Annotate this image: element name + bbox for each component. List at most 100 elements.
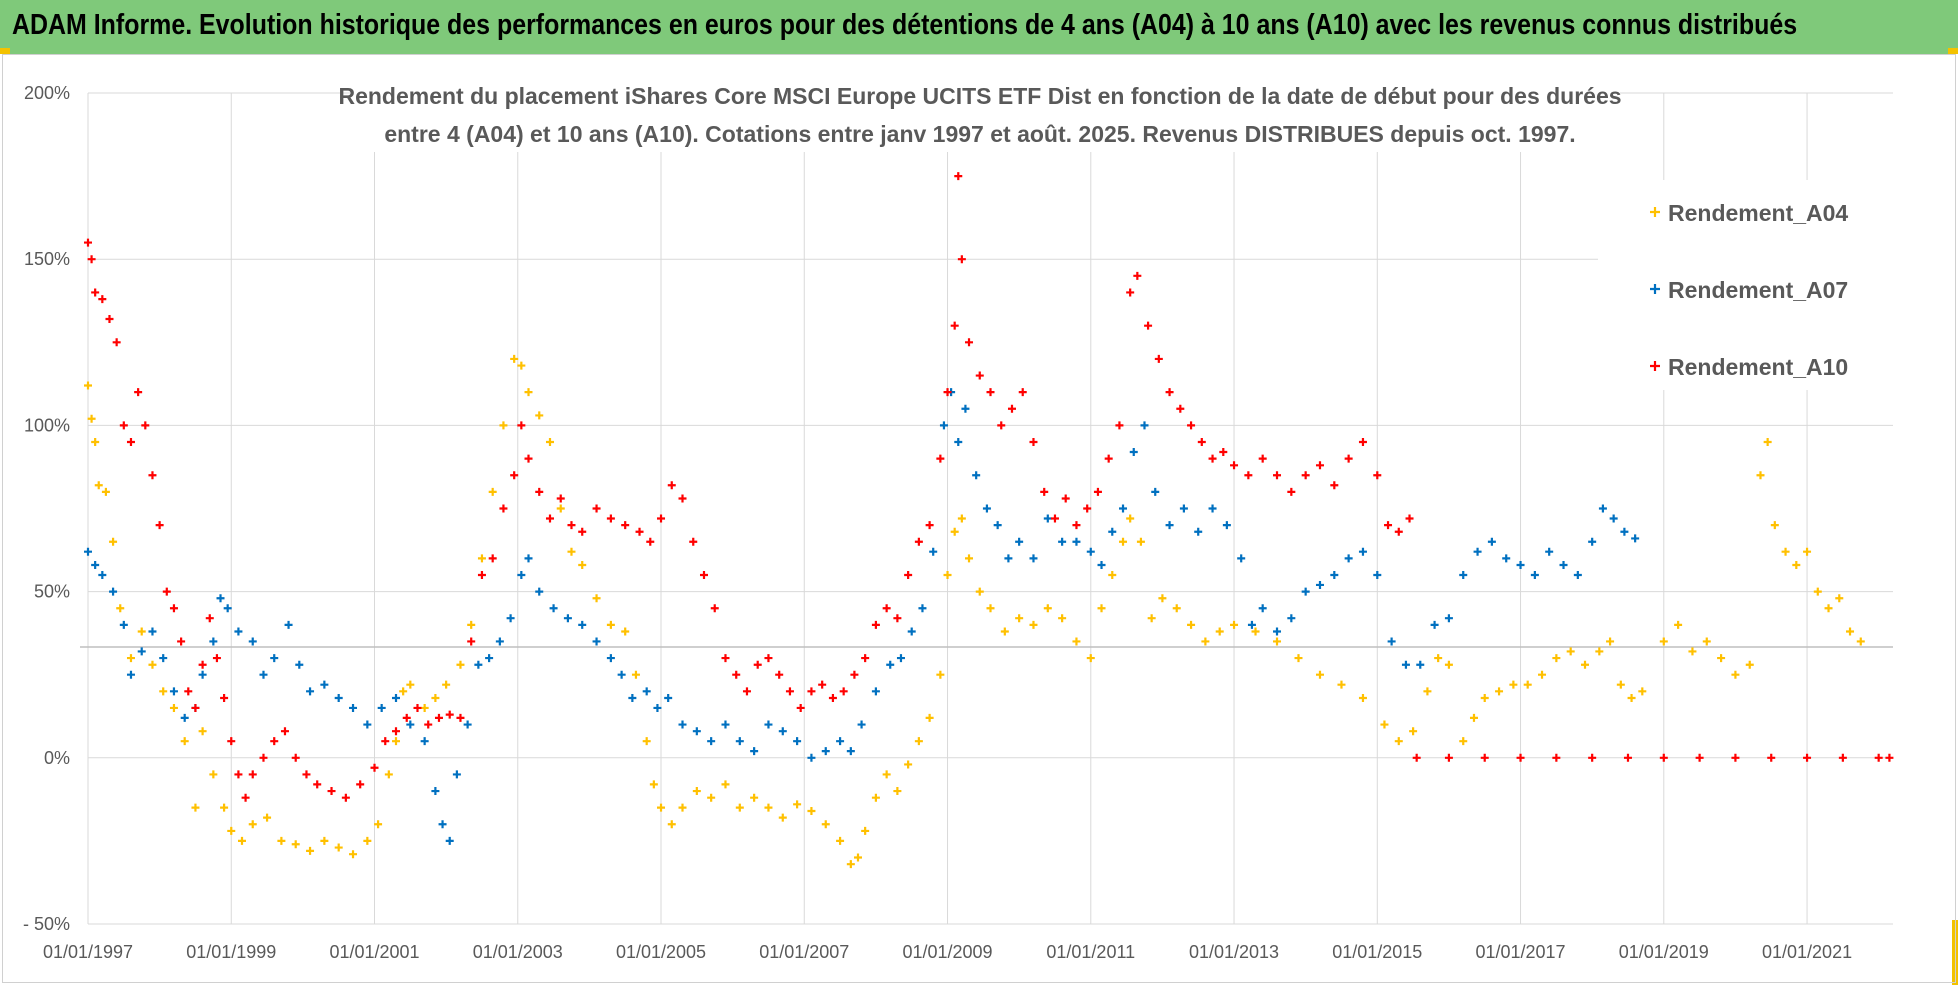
data-point bbox=[750, 793, 759, 802]
data-point bbox=[1194, 527, 1203, 536]
data-point bbox=[664, 693, 673, 702]
data-point bbox=[796, 703, 805, 712]
data-point bbox=[678, 494, 687, 503]
data-point bbox=[477, 570, 486, 579]
data-point bbox=[904, 760, 913, 769]
data-point bbox=[1144, 321, 1153, 330]
data-point bbox=[524, 388, 533, 397]
data-point bbox=[653, 703, 662, 712]
data-point bbox=[334, 693, 343, 702]
data-point bbox=[1086, 654, 1095, 663]
data-point bbox=[137, 647, 146, 656]
data-point bbox=[87, 255, 96, 264]
data-point bbox=[320, 836, 329, 845]
data-point bbox=[807, 753, 816, 762]
data-point bbox=[1480, 693, 1489, 702]
data-point bbox=[1294, 654, 1303, 663]
data-point bbox=[334, 843, 343, 852]
data-point bbox=[1659, 637, 1668, 646]
data-point bbox=[159, 654, 168, 663]
data-point bbox=[846, 747, 855, 756]
data-point bbox=[1566, 647, 1575, 656]
data-point bbox=[1108, 527, 1117, 536]
data-point bbox=[1430, 620, 1439, 629]
data-point bbox=[198, 660, 207, 669]
data-points bbox=[84, 172, 1894, 869]
y-tick-label: 100% bbox=[24, 415, 70, 435]
data-point bbox=[1358, 547, 1367, 556]
data-point bbox=[578, 620, 587, 629]
data-point bbox=[155, 521, 164, 530]
data-point bbox=[399, 687, 408, 696]
data-point bbox=[578, 527, 587, 536]
data-point bbox=[91, 438, 100, 447]
data-point bbox=[391, 693, 400, 702]
data-point bbox=[821, 747, 830, 756]
data-point bbox=[1545, 547, 1554, 556]
x-tick-label: 01/01/2017 bbox=[1475, 942, 1565, 962]
data-point bbox=[764, 720, 773, 729]
data-point bbox=[524, 554, 533, 563]
data-point bbox=[320, 680, 329, 689]
data-point bbox=[1384, 521, 1393, 530]
data-point bbox=[1401, 660, 1410, 669]
chart-frame bbox=[2, 54, 1956, 983]
data-point bbox=[277, 836, 286, 845]
data-point bbox=[965, 554, 974, 563]
data-point bbox=[284, 620, 293, 629]
data-point bbox=[169, 703, 178, 712]
data-point bbox=[925, 713, 934, 722]
data-point bbox=[442, 680, 451, 689]
data-point bbox=[1530, 570, 1539, 579]
data-point bbox=[1165, 388, 1174, 397]
y-tick-label: 150% bbox=[24, 249, 70, 269]
data-point bbox=[1745, 660, 1754, 669]
data-point bbox=[1552, 753, 1561, 762]
data-point bbox=[1803, 547, 1812, 556]
data-point bbox=[986, 388, 995, 397]
data-point bbox=[1029, 554, 1038, 563]
data-point bbox=[850, 670, 859, 679]
data-point bbox=[692, 727, 701, 736]
data-point bbox=[485, 654, 494, 663]
data-point bbox=[456, 713, 465, 722]
data-point bbox=[1846, 627, 1855, 636]
data-point bbox=[793, 800, 802, 809]
data-point bbox=[434, 713, 443, 722]
data-point bbox=[506, 614, 515, 623]
data-point bbox=[1702, 637, 1711, 646]
data-point bbox=[896, 654, 905, 663]
series-Rendement_A04 bbox=[84, 354, 1865, 869]
data-point bbox=[1459, 570, 1468, 579]
data-point bbox=[1197, 438, 1206, 447]
data-point bbox=[1176, 404, 1185, 413]
data-point bbox=[270, 654, 279, 663]
data-point bbox=[1187, 620, 1196, 629]
data-point bbox=[606, 654, 615, 663]
data-point bbox=[710, 604, 719, 613]
data-point bbox=[882, 770, 891, 779]
data-point bbox=[1315, 580, 1324, 589]
data-point bbox=[517, 570, 526, 579]
data-point bbox=[1516, 561, 1525, 570]
data-point bbox=[836, 836, 845, 845]
data-point bbox=[1606, 637, 1615, 646]
data-point bbox=[642, 737, 651, 746]
data-point bbox=[1154, 354, 1163, 363]
data-point bbox=[918, 604, 927, 613]
data-point bbox=[84, 381, 92, 390]
data-point bbox=[363, 720, 372, 729]
data-point bbox=[861, 654, 870, 663]
data-point bbox=[1244, 471, 1253, 480]
data-point bbox=[965, 338, 974, 347]
data-point bbox=[1029, 620, 1038, 629]
data-point bbox=[1598, 504, 1607, 513]
data-point bbox=[1040, 487, 1049, 496]
data-point bbox=[1473, 547, 1482, 556]
data-point bbox=[377, 703, 386, 712]
data-point bbox=[943, 570, 952, 579]
data-point bbox=[735, 737, 744, 746]
data-point bbox=[993, 521, 1002, 530]
data-point bbox=[1172, 604, 1181, 613]
